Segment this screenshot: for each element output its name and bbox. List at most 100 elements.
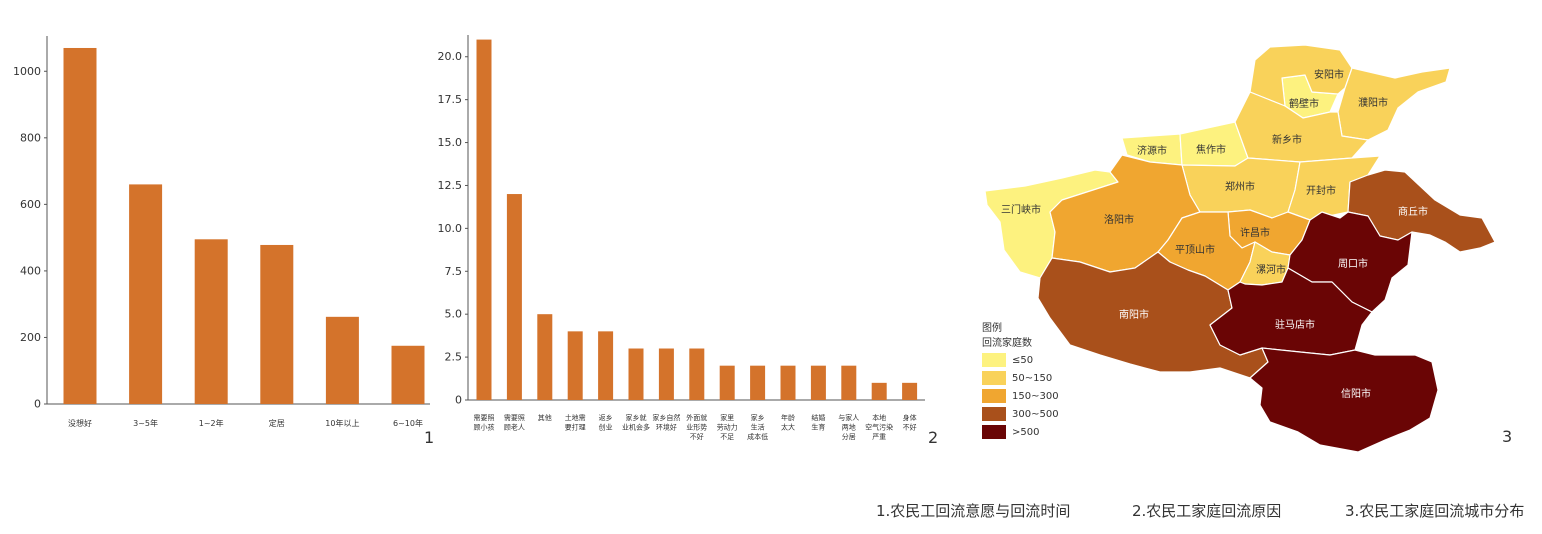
bar	[658, 348, 674, 400]
y-tick-label: 17.5	[438, 93, 463, 106]
region-label: 南阳市	[1119, 308, 1149, 321]
bar	[719, 365, 735, 400]
region-label: 焦作市	[1196, 143, 1226, 156]
region-label: 鹤壁市	[1289, 97, 1319, 110]
region-label: 安阳市	[1314, 68, 1344, 81]
bar	[63, 47, 97, 405]
legend-swatch	[982, 353, 1006, 367]
bar	[902, 382, 918, 400]
legend-label: 300~500	[1012, 408, 1059, 420]
region-label: 商丘市	[1398, 205, 1428, 218]
panel-number-1: 1	[424, 428, 435, 447]
y-tick-label: 10.0	[438, 222, 463, 235]
region-label: 驻马店市	[1275, 318, 1315, 331]
x-tick-label: 1~2年	[199, 418, 224, 428]
caption-2: 2.农民工家庭回流原因	[1132, 502, 1282, 520]
region-label: 许昌市	[1240, 226, 1270, 239]
y-tick-label: 1000	[13, 65, 41, 78]
legend-label: 50~150	[1012, 372, 1053, 384]
x-tick-label: 其他	[538, 413, 552, 422]
x-tick-label: 定居	[269, 418, 285, 428]
bar	[810, 365, 826, 400]
region-label: 郑州市	[1225, 180, 1255, 193]
x-tick-label: 家乡生活成本低	[747, 413, 768, 441]
region-label: 新乡市	[1272, 133, 1302, 146]
bar	[194, 239, 228, 404]
y-tick-label: 400	[20, 264, 41, 277]
region-label: 三门峡市	[1001, 203, 1041, 216]
bar	[391, 345, 425, 404]
bar	[537, 314, 553, 400]
x-tick-label: 10年以上	[325, 418, 359, 428]
region-label: 濮阳市	[1358, 96, 1388, 109]
x-tick-label: 家乡自然环境好	[652, 413, 680, 432]
legend-item: ≤50	[982, 351, 1059, 369]
bar	[841, 365, 857, 400]
y-tick-label: 2.5	[445, 351, 463, 364]
bar	[567, 331, 583, 400]
region-zhumadian	[1209, 267, 1373, 356]
x-tick-label: 需要照顾小孩	[474, 414, 495, 432]
x-tick-label: 土地需要打理	[565, 413, 586, 432]
panel-number-2: 2	[928, 428, 939, 447]
bar	[780, 365, 796, 400]
bar	[260, 244, 294, 404]
region-label: 漯河市	[1256, 263, 1286, 276]
caption-1: 1.农民工回流意愿与回流时间	[876, 502, 1071, 520]
legend-label: >500	[1012, 426, 1040, 438]
legend-title: 图例	[982, 323, 1002, 334]
y-tick-label: 0	[455, 394, 462, 407]
y-tick-label: 200	[20, 331, 41, 344]
bar	[325, 316, 359, 404]
x-tick-label: 家乡就业机会多	[622, 413, 650, 432]
panel-number-3: 3	[1502, 427, 1513, 446]
legend-swatch	[982, 389, 1006, 403]
y-tick-label: 20.0	[438, 50, 463, 63]
y-tick-label: 600	[20, 198, 41, 211]
chart-1-return-time: 0 200 400 600 800 1000 没想好 3~5年 1~2年 定居 10年以上 6~10年	[13, 36, 430, 428]
y-tick-label: 15.0	[438, 136, 463, 149]
bar	[689, 348, 705, 400]
y-tick-label: 5.0	[445, 308, 463, 321]
caption-3: 3.农民工家庭回流城市分布	[1345, 502, 1525, 520]
legend-item: 150~300	[982, 387, 1059, 405]
legend-swatch	[982, 371, 1006, 385]
legend-subtitle: 回流家庭数	[982, 338, 1032, 349]
bar	[129, 184, 163, 404]
bar	[476, 39, 492, 401]
region-label: 周口市	[1338, 257, 1368, 270]
x-tick-label: 本地空气污染严重	[865, 413, 893, 441]
legend-item: 300~500	[982, 405, 1059, 423]
region-label: 开封市	[1306, 184, 1336, 197]
x-tick-label: 外面就业形势不好	[686, 413, 707, 441]
bar	[871, 382, 887, 400]
region-puyang	[1337, 67, 1451, 141]
y-tick-label: 12.5	[438, 179, 463, 192]
legend-item: 50~150	[982, 369, 1059, 387]
legend-label: 150~300	[1012, 390, 1059, 402]
x-tick-label: 年龄太大	[781, 413, 795, 432]
x-tick-label: 3~5年	[133, 418, 158, 428]
region-label: 平顶山市	[1175, 243, 1215, 256]
region-label: 洛阳市	[1104, 213, 1134, 226]
bar	[750, 365, 766, 400]
x-tick-label: 需要照顾老人	[504, 414, 525, 432]
region-xinyang	[1249, 347, 1439, 453]
y-tick-label: 800	[20, 131, 41, 144]
legend-item: >500	[982, 423, 1059, 441]
bar	[598, 331, 614, 400]
chart-2-return-reasons: 0 2.5 5.0 7.5 10.0 12.5 15.0 17.5 20.0 需要照顾小孩需要照顾…	[438, 35, 925, 441]
legend-swatch	[982, 425, 1006, 439]
x-tick-label: 家里劳动力不足	[717, 413, 738, 441]
x-tick-label: 与家人两地分居	[838, 413, 859, 441]
map-legend: 图例 回流家庭数 ≤50 50~150 150~300 300~500 >500	[982, 322, 1059, 441]
x-tick-label: 没想好	[68, 418, 92, 428]
x-tick-label: 身体不好	[903, 413, 917, 432]
region-label: 信阳市	[1341, 387, 1371, 400]
y-tick-label: 0	[34, 398, 41, 411]
x-tick-label: 返乡创业	[599, 414, 613, 432]
region-label: 济源市	[1137, 144, 1167, 157]
y-tick-label: 7.5	[445, 265, 463, 278]
legend-swatch	[982, 407, 1006, 421]
